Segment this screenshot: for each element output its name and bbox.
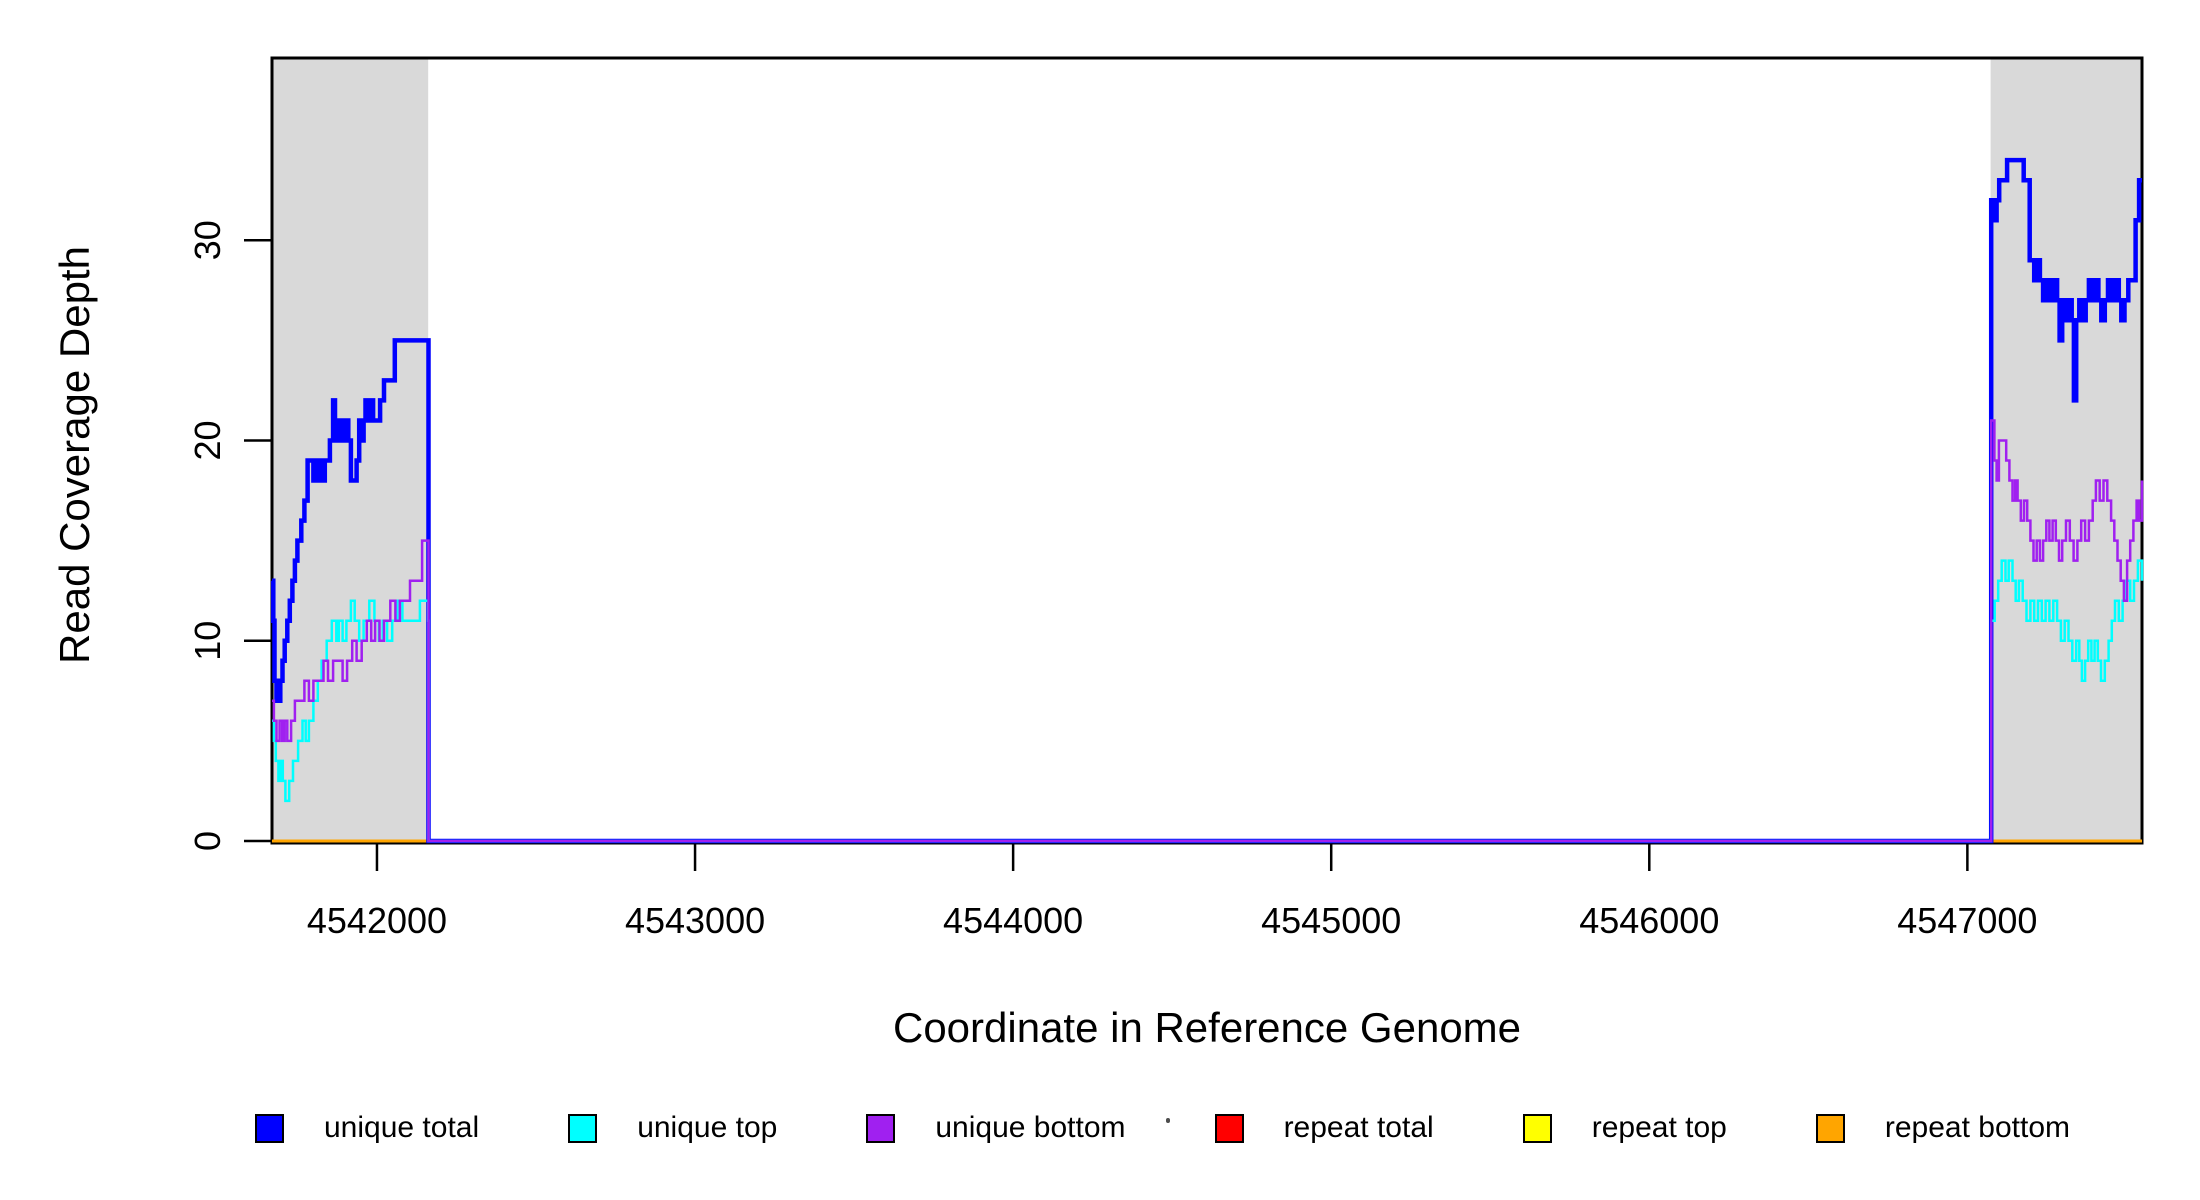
y-tick-label: 0 [187,831,228,851]
legend-item-unique-top: unique top [568,1111,777,1145]
plot-frame [270,56,2144,845]
legend-label-unique-bottom: unique bottom [935,1111,1126,1144]
x-tick-label: 4545000 [1261,900,1401,941]
x-tick-label: 4544000 [943,900,1083,941]
x-tick-label: 4543000 [625,900,765,941]
x-tick-label: 4542000 [307,900,447,941]
legend-swatch-repeat-bottom [1815,1113,1845,1143]
legend-label-unique-total: unique total [324,1111,480,1144]
legend-item-repeat-total: repeat total [1214,1111,1434,1145]
legend-item-unique-total: unique total [255,1111,479,1145]
series-line-unique-total [271,157,2142,844]
highlight-region-unique-mapping-right [1990,58,2142,843]
legend-label-repeat-top: repeat top [1591,1111,1727,1144]
series-line-unique-bottom [272,419,2144,843]
legend-swatch-repeat-total [1214,1113,1244,1143]
stray-dot-artifact [1166,1118,1170,1123]
series-line-unique-top [272,559,2144,843]
legend-swatch-repeat-top [1522,1113,1552,1143]
legend: unique total unique top unique bottom repea… [255,1100,2070,1156]
y-tick-label: 10 [187,621,228,661]
legend-label-repeat-bottom: repeat bottom [1884,1111,2070,1144]
legend-item-repeat-top: repeat top [1522,1111,1727,1145]
legend-label-unique-top: unique top [637,1111,778,1144]
legend-item-unique-bottom: unique bottom [866,1111,1126,1145]
x-tick-label: 4546000 [1579,900,1719,941]
x-axis-title: Coordinate in Reference Genome [892,1004,1522,1051]
legend-swatch-unique-top [568,1113,598,1143]
y-tick-label: 30 [187,220,228,260]
y-tick-label: 20 [187,420,228,460]
y-axis-title: Read Coverage Depth [51,246,98,664]
legend-item-repeat-bottom: repeat bottom [1815,1111,2070,1145]
legend-swatch-unique-bottom [866,1113,896,1143]
x-tick-label: 4547000 [1897,900,2037,941]
legend-swatch-unique-total [255,1113,284,1143]
legend-label-repeat-total: repeat total [1283,1111,1434,1144]
